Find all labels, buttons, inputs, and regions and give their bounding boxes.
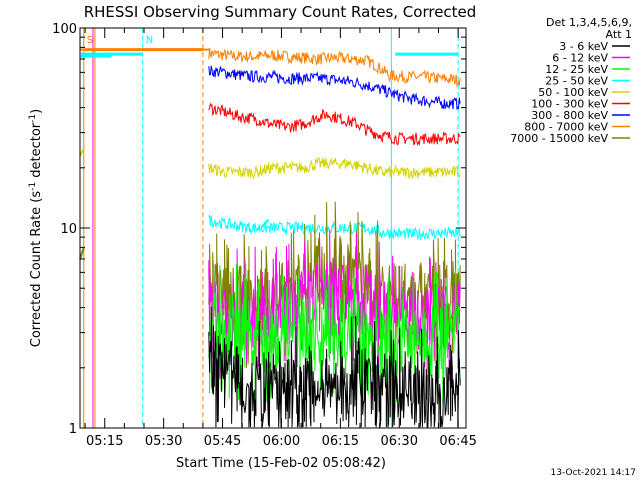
series-line-50-100-kev [208, 157, 461, 180]
timestamp-footer: 13-Oct-2021 14:17 [551, 468, 636, 478]
legend-label-12-25-kev: 12 - 25 keV [545, 63, 608, 76]
series-line-800-7000-kev [208, 48, 461, 88]
legend-header: Att 1 [606, 28, 632, 41]
x-tick-label: 06:00 [263, 434, 300, 449]
series-line-3-6-kev [208, 306, 461, 428]
series-line-12-25-kev [208, 263, 461, 407]
series-line-100-300-kev [208, 102, 461, 147]
legend-label-300-800-kev: 300 - 800 keV [531, 109, 608, 122]
time-marker-label: N [146, 35, 153, 46]
legend-label-6-12-kev: 6 - 12 keV [552, 52, 608, 65]
legend-label-800-7000-kev: 800 - 7000 keV [524, 121, 608, 134]
legend-label-7000-15000-kev: 7000 - 15000 keV [510, 132, 608, 145]
legend-label-50-100-kev: 50 - 100 keV [538, 86, 608, 99]
legend-header: Det 1,3,4,5,6,9, [546, 16, 632, 29]
y-tick-label: 100 [52, 22, 77, 37]
axes: 1 10 100 05:15 05:30 05:45 06:00 06:15 06:30 06:4… [52, 22, 477, 449]
y-tick-label: 10 [60, 222, 77, 237]
x-tick-label: 05:45 [204, 434, 241, 449]
x-axis-label: Start Time (15-Feb-02 05:08:42) [176, 456, 386, 471]
x-tick-label: 06:15 [322, 434, 359, 449]
legend-label-3-6-kev: 3 - 6 keV [559, 40, 608, 53]
legend-label-100-300-kev: 100 - 300 keV [531, 98, 608, 111]
series-fragment-7000-15000-kev [79, 247, 85, 260]
series-line-25-50-kev [208, 214, 461, 241]
chart-title: RHESSI Observing Summary Count Rates, Co… [84, 3, 477, 21]
series-fragment-50-100-kev [79, 147, 85, 157]
x-tick-label: 06:45 [439, 434, 476, 449]
series-fragment-25-50-kev [259, 219, 270, 229]
x-tick-label: 05:30 [145, 434, 182, 449]
x-tick-label: 06:30 [381, 434, 418, 449]
legend-label-25-50-kev: 25 - 50 keV [545, 75, 608, 88]
y-tick-label: 1 [69, 422, 77, 437]
x-tick-label: 05:15 [86, 434, 123, 449]
series-line-300-800-kev [208, 65, 461, 111]
time-marker-label: S [87, 35, 93, 46]
y-axis-label: Corrected Count Rate (s-1 detector-1) [28, 109, 44, 347]
